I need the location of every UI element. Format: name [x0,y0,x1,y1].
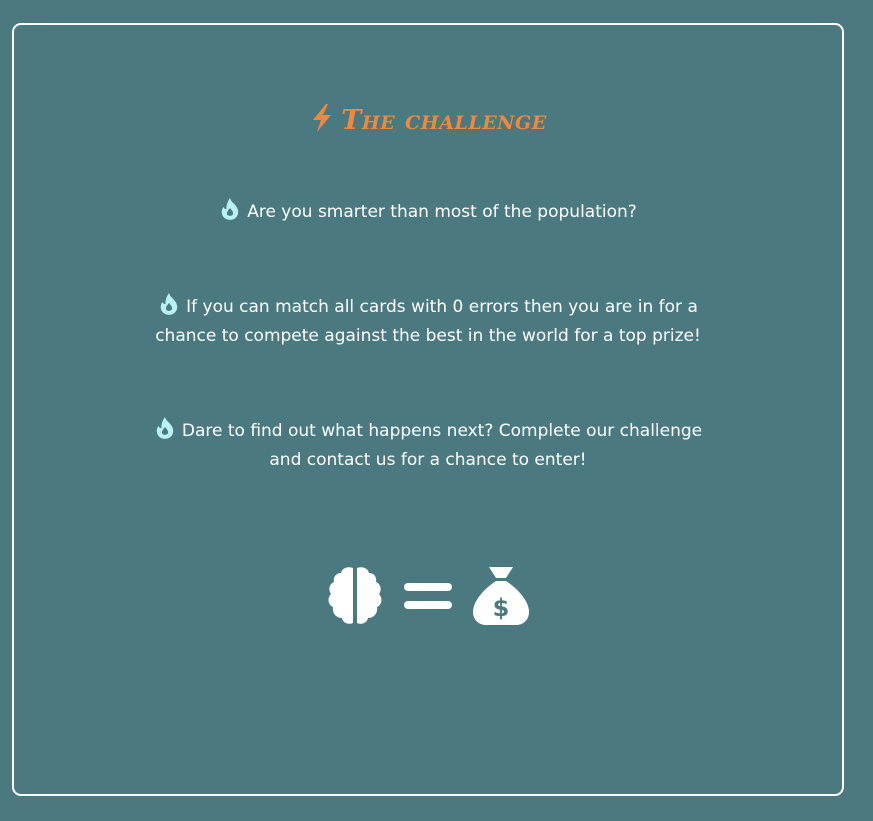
challenge-paragraph-2: If you can match all cards with 0 errors… [14,292,842,351]
paragraph-line: and contact us for a chance to enter! [269,450,587,470]
brain-equals-money-graphic: $ [14,565,842,635]
lightning-bolt-icon [309,103,335,140]
paragraph-line: Are you smarter than most of the populat… [14,197,842,227]
paragraph-line: Dare to find out what happens next? Comp… [14,416,842,446]
fire-icon [219,197,241,221]
fire-icon [154,416,176,440]
svg-text:$: $ [493,594,510,622]
paragraph-text: Are you smarter than most of the populat… [247,202,637,222]
equals-icon [403,580,453,616]
paragraph-text: If you can match all cards with 0 errors… [186,297,698,317]
challenge-card: The challenge Are you smarter than most … [12,23,844,796]
challenge-heading: The challenge [14,103,842,140]
challenge-paragraph-3: Dare to find out what happens next? Comp… [14,416,842,475]
brain-icon [324,565,386,631]
challenge-paragraph-1: Are you smarter than most of the populat… [14,197,842,227]
paragraph-text: Dare to find out what happens next? Comp… [181,421,703,441]
money-bag-icon: $ [470,565,532,631]
paragraph-line: chance to compete against the best in th… [155,326,701,346]
challenge-title: The challenge [341,105,547,136]
paragraph-line: If you can match all cards with 0 errors… [14,292,842,322]
fire-icon [158,292,180,316]
